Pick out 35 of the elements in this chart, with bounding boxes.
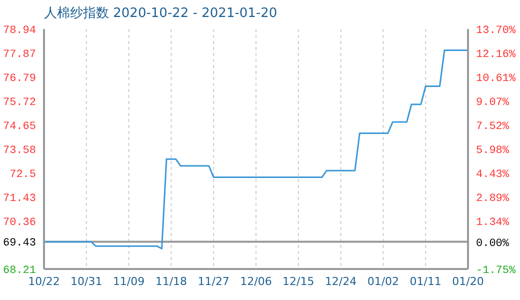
x-tick-label: 11/18 (155, 274, 188, 288)
y2-tick-label: 13.70% (476, 25, 516, 37)
x-tick-label: 01/02 (367, 274, 400, 288)
x-tick-label: 12/24 (324, 274, 357, 288)
x-tick-label: 12/06 (240, 274, 272, 288)
y2-tick-label: 0.00% (476, 238, 510, 250)
y2-tick-label: 10.61% (476, 73, 516, 85)
y2-tick-label: 7.52% (476, 121, 510, 133)
x-tick-label: 10/22 (28, 274, 60, 288)
y2-tick-label: 12.16% (476, 48, 516, 61)
y2-tick-label: 5.98% (476, 144, 510, 157)
x-tick-label: 01/20 (452, 274, 484, 288)
x-tick-label: 11/27 (198, 274, 230, 288)
y2-tick-label: 9.07% (476, 96, 510, 109)
y-tick-label: 68.21 (2, 265, 36, 277)
x-tick-label: 12/15 (282, 274, 314, 288)
y2-tick-label: 1.34% (476, 217, 510, 229)
y2-tick-label: -1.75% (476, 265, 516, 277)
y-tick-label: 72.5 (10, 169, 36, 182)
y-tick-label: 73.58 (2, 144, 36, 157)
chart-title: 人棉纱指数 2020-10-22 - 2021-01-20 (44, 5, 278, 22)
y-tick-label: 70.36 (2, 216, 36, 229)
y-tick-label: 78.94 (2, 25, 36, 37)
y-tick-label: 71.43 (2, 192, 36, 205)
line-series (44, 50, 468, 250)
y-tick-label: 69.43 (2, 238, 36, 250)
y2-tick-label: 2.89% (476, 192, 510, 205)
y-tick-label: 74.65 (2, 120, 36, 133)
y-tick-label: 75.72 (2, 97, 36, 110)
y-tick-label: 76.79 (2, 73, 36, 86)
x-tick-label: 11/09 (112, 274, 145, 288)
x-tick-label: 10/31 (70, 274, 102, 288)
y2-tick-label: 4.43% (476, 169, 510, 181)
y-tick-label: 77.87 (2, 48, 36, 61)
x-tick-label: 01/11 (410, 274, 442, 288)
